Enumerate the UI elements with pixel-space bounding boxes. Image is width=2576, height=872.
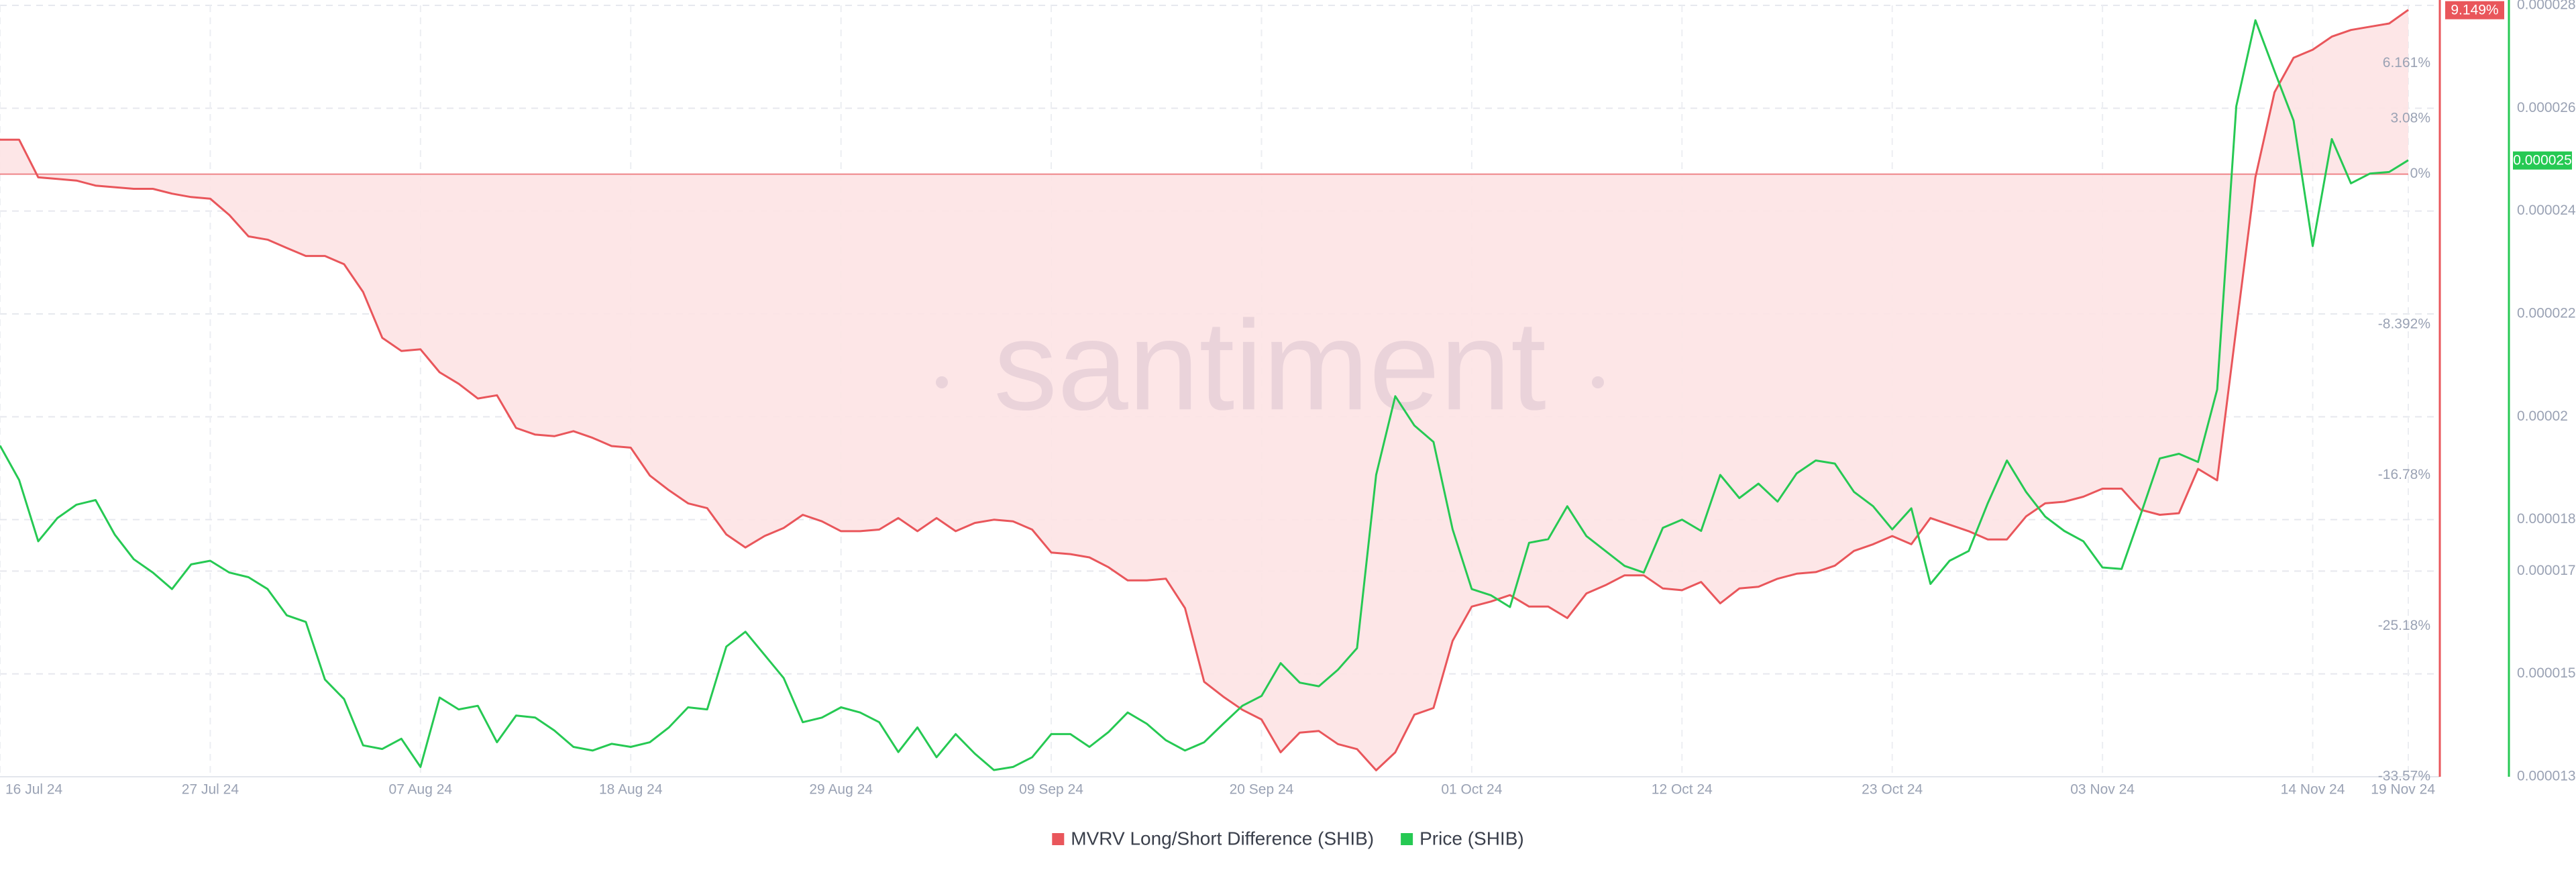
x-tick-label: 03 Nov 24 bbox=[2070, 782, 2135, 798]
y-tick-label: -33.57% bbox=[2378, 769, 2430, 784]
legend-label: MVRV Long/Short Difference (SHIB) bbox=[1071, 828, 1374, 849]
y2-tick-label: 0.000017 bbox=[2517, 563, 2576, 578]
y2-tick-label: 0.000013 bbox=[2517, 769, 2576, 784]
x-tick-label: 09 Sep 24 bbox=[1019, 782, 1083, 798]
y2-tick-label: 0.000018 bbox=[2517, 511, 2576, 527]
y-tick-label: -16.78% bbox=[2378, 467, 2430, 482]
y2-tick-label: 0.000015 bbox=[2517, 665, 2576, 681]
x-tick-label: 12 Oct 24 bbox=[1652, 782, 1713, 798]
series-line bbox=[0, 9, 2409, 771]
value-badge-label: 9.149% bbox=[2451, 2, 2498, 17]
x-tick-label: 29 Aug 24 bbox=[809, 782, 873, 798]
watermark-dot bbox=[1592, 376, 1604, 388]
value-badge bbox=[2445, 1, 2504, 19]
x-tick-label: 23 Oct 24 bbox=[1862, 782, 1923, 798]
y-tick-label: -8.392% bbox=[2378, 317, 2430, 332]
x-tick-label: 27 Jul 24 bbox=[182, 782, 239, 798]
legend-swatch bbox=[1401, 833, 1413, 845]
y-tick-label: 0% bbox=[2410, 166, 2430, 181]
x-tick-label: 14 Nov 24 bbox=[2281, 782, 2345, 798]
value-badge-label: 0.000025 bbox=[2513, 152, 2572, 168]
x-tick-label: 18 Aug 24 bbox=[599, 782, 663, 798]
y2-tick-label: 0.00002 bbox=[2517, 408, 2568, 424]
y-tick-label: -25.18% bbox=[2378, 618, 2430, 633]
y-tick-label: 3.08% bbox=[2390, 111, 2430, 126]
legend: MVRV Long/Short Difference (SHIB) Price (… bbox=[1052, 828, 1524, 849]
x-tick-label: 01 Oct 24 bbox=[1441, 782, 1502, 798]
legend-label: Price (SHIB) bbox=[1419, 828, 1524, 849]
x-tick-label: 19 Nov 24 bbox=[2371, 782, 2435, 798]
legend-swatch bbox=[1052, 833, 1065, 845]
y2-tick-label: 0.000022 bbox=[2517, 306, 2576, 321]
watermark: santiment bbox=[994, 294, 1546, 437]
y2-tick-label: 0.000026 bbox=[2517, 100, 2576, 115]
y-tick-label: 6.161% bbox=[2383, 55, 2430, 70]
x-tick-label: 16 Jul 24 bbox=[5, 782, 63, 798]
x-tick-label: 07 Aug 24 bbox=[389, 782, 453, 798]
watermark-dot bbox=[936, 376, 948, 388]
series-line bbox=[0, 19, 2409, 771]
x-tick-label: 20 Sep 24 bbox=[1230, 782, 1294, 798]
y2-tick-label: 0.000028 bbox=[2517, 0, 2576, 13]
y2-tick-label: 0.000024 bbox=[2517, 203, 2576, 218]
area bbox=[0, 9, 2408, 771]
value-badge bbox=[2513, 151, 2572, 170]
